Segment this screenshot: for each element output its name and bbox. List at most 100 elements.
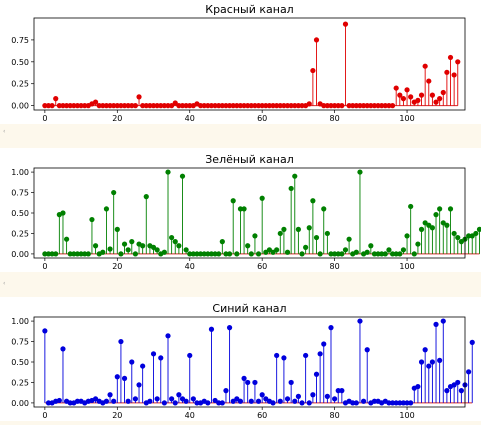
- stem-marker: [245, 379, 251, 386]
- stem-marker: [332, 396, 338, 402]
- stem-marker: [53, 251, 59, 257]
- stem-marker: [295, 226, 301, 232]
- chart-red-channel: Красный канал 0 20 40 60 80 100 0.00 0.25 0.50 0.7…: [11, 3, 466, 123]
- stem-marker: [313, 37, 320, 43]
- stem-marker: [306, 225, 312, 231]
- stem-marker: [216, 400, 222, 406]
- stem-marker: [45, 103, 52, 109]
- stem-marker: [335, 388, 341, 394]
- stem-marker: [42, 103, 48, 109]
- y-tick-label: 0.25: [11, 378, 29, 387]
- stem-marker: [118, 103, 124, 109]
- stem-marker: [226, 251, 233, 257]
- stem-marker: [103, 398, 110, 404]
- stem-marker: [205, 251, 211, 257]
- stem-marker: [455, 234, 461, 241]
- stem-marker: [67, 103, 73, 109]
- stem-marker: [353, 400, 359, 406]
- y-tick-label: 0.00: [11, 399, 29, 408]
- x-tick-label: 80: [330, 114, 340, 123]
- stem-marker: [154, 103, 160, 109]
- stem-marker: [125, 398, 131, 404]
- stem-marker: [281, 103, 287, 109]
- stem-marker: [281, 226, 287, 232]
- stem-marker: [165, 333, 171, 339]
- stem-marker: [255, 251, 262, 257]
- stem-marker: [317, 351, 323, 357]
- stem-marker: [429, 92, 436, 98]
- stem-marker: [248, 251, 254, 257]
- stem-marker: [408, 400, 414, 406]
- stem-marker: [342, 247, 349, 253]
- stem-marker: [71, 103, 77, 109]
- stem-marker: [397, 400, 403, 406]
- stem-marker: [393, 251, 399, 257]
- x-tick-label: 60: [257, 262, 267, 271]
- stem-marker: [451, 230, 457, 237]
- stem-marker: [382, 251, 388, 257]
- stem-marker: [346, 236, 352, 242]
- x-tick-label: 40: [185, 114, 195, 123]
- stem-marker: [143, 103, 149, 109]
- stem-marker: [201, 103, 207, 109]
- stem-marker: [60, 346, 66, 352]
- stem-marker: [339, 388, 345, 394]
- stem-marker: [324, 103, 330, 109]
- stem-marker: [165, 169, 171, 175]
- stem-marker: [45, 251, 52, 257]
- chart-title: Красный канал: [205, 3, 293, 16]
- stem-marker: [473, 230, 479, 237]
- stem-marker: [397, 92, 403, 98]
- stem-marker: [53, 96, 59, 102]
- y-tick-label: 0.25: [11, 229, 29, 238]
- stem-marker: [458, 388, 464, 394]
- stem-marker: [288, 379, 294, 386]
- stem-marker: [339, 251, 345, 257]
- y-tick-label: 0.50: [11, 58, 29, 67]
- stem-marker: [129, 239, 135, 245]
- chart-panel-green: Зелёный канал 0 20 40 60 80 100 0.00 0.25 0.50 0.7…: [0, 148, 481, 272]
- stem-marker: [386, 103, 392, 109]
- stem-marker: [103, 103, 110, 109]
- stem-marker: [310, 67, 316, 74]
- stem-marker: [45, 400, 52, 406]
- stem-marker: [433, 321, 439, 327]
- stem-marker: [426, 363, 432, 369]
- stem-marker: [353, 249, 359, 255]
- stem-marker: [129, 103, 135, 109]
- stem-marker: [230, 103, 236, 109]
- stem-marker: [422, 63, 428, 69]
- stem-marker: [415, 383, 421, 390]
- y-tick-label: 0.75: [11, 36, 29, 45]
- stem-marker: [292, 173, 298, 179]
- stem-marker: [96, 103, 102, 109]
- stem-marker: [179, 103, 186, 109]
- stem-marker: [444, 222, 450, 228]
- stem-marker: [245, 243, 251, 249]
- stem-marker: [100, 103, 106, 109]
- chart-panel-blue: Синий канал 0 20 40 60 80 100 0.00 0.25 0.50 0.75 1…: [0, 297, 481, 421]
- stem-marker: [310, 198, 316, 204]
- stem-marker: [386, 247, 392, 253]
- stem-marker: [422, 347, 428, 353]
- stem-marker: [158, 103, 164, 109]
- stem-marker: [150, 351, 157, 357]
- stem-marker: [111, 103, 117, 109]
- stem-marker: [324, 393, 330, 399]
- stem-marker: [121, 103, 128, 109]
- stem-marker: [313, 234, 320, 241]
- stem-marker: [114, 103, 120, 109]
- stem-marker: [299, 103, 305, 109]
- stem-marker: [103, 206, 110, 212]
- stem-marker: [114, 374, 120, 380]
- chart-title: Синий канал: [212, 302, 286, 315]
- stem-marker: [216, 103, 222, 109]
- stem-marker: [172, 400, 178, 406]
- stem-marker: [172, 239, 178, 245]
- stem-marker: [444, 388, 450, 394]
- stem-marker: [49, 251, 55, 257]
- stem-marker: [237, 103, 244, 109]
- stem-marker: [328, 251, 334, 257]
- y-tick-label: 1.00: [11, 168, 29, 177]
- stem-marker: [335, 251, 341, 257]
